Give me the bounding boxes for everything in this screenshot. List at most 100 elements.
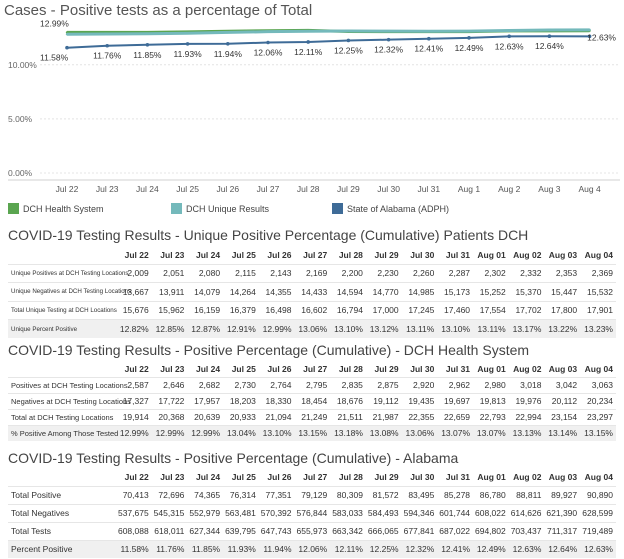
legend-label: State of Alabama (ADPH) bbox=[347, 203, 450, 214]
row-label: Negatives at DCH Testing Locations bbox=[8, 392, 131, 409]
data-point bbox=[65, 33, 69, 36]
data-label: 12.63% bbox=[587, 32, 616, 42]
table-cell: 14,079 bbox=[187, 282, 224, 301]
table-cell: 13.07% bbox=[437, 424, 474, 441]
column-header: Jul 27 bbox=[303, 250, 328, 261]
table-cell: 576,844 bbox=[294, 503, 331, 522]
data-point bbox=[185, 42, 190, 46]
table-cell: 11.58% bbox=[116, 539, 152, 558]
table-cell: 20,234 bbox=[580, 392, 616, 409]
series-line-2 bbox=[66, 35, 590, 49]
table-cell: 14,985 bbox=[401, 282, 438, 301]
table-cell: 70,413 bbox=[116, 485, 152, 504]
table-cell: 2,875 bbox=[365, 376, 402, 393]
table-cell: 77,351 bbox=[258, 485, 295, 504]
column-header: Jul 27 bbox=[303, 363, 328, 374]
table-cell: 13.17% bbox=[508, 319, 545, 338]
header-blank bbox=[8, 469, 116, 486]
table-cell: 3,018 bbox=[508, 376, 545, 393]
table-cell: 2,051 bbox=[151, 263, 188, 283]
table-cell: 80,309 bbox=[330, 485, 366, 504]
data-point bbox=[508, 29, 511, 32]
column-header: Jul 31 bbox=[445, 472, 471, 483]
table-cell: 15,173 bbox=[437, 282, 474, 301]
x-tick-label: Jul 30 bbox=[377, 184, 400, 194]
legend-item-dch-health-system[interactable]: DCH Health System bbox=[8, 203, 104, 214]
column-header: Jul 24 bbox=[196, 472, 221, 483]
table-cell: 2,287 bbox=[437, 263, 474, 283]
row-label: Total Tests bbox=[8, 521, 116, 540]
table-cell: 3,042 bbox=[544, 376, 581, 393]
x-tick-label: Jul 28 bbox=[297, 184, 320, 194]
x-tick-label: Jul 23 bbox=[96, 184, 119, 194]
column-header: Jul 26 bbox=[267, 472, 292, 483]
column-header: Jul 24 bbox=[196, 363, 221, 374]
table-cell: 13.14% bbox=[544, 424, 581, 441]
table-cell: 88,811 bbox=[508, 485, 545, 504]
table-cell: 13.13% bbox=[508, 424, 545, 441]
data-point bbox=[306, 40, 311, 44]
table-cell: 13.04% bbox=[223, 424, 259, 441]
table-cell: 12.99% bbox=[258, 319, 295, 338]
table-cell: 17,554 bbox=[473, 300, 509, 320]
table-cell: 14,355 bbox=[258, 282, 295, 301]
table-cell: 21,249 bbox=[294, 408, 331, 425]
row-label: Total at DCH Testing Locations bbox=[8, 408, 116, 425]
table-cell: 2,764 bbox=[258, 376, 295, 393]
table-cell: 2,169 bbox=[294, 263, 331, 283]
legend-swatch-state-of-alabama bbox=[332, 203, 343, 214]
table-cell: 12.85% bbox=[151, 319, 188, 338]
y-tick-label: 0.00% bbox=[8, 168, 33, 178]
y-tick-label: 5.00% bbox=[8, 114, 33, 124]
table-cell: 2,302 bbox=[473, 263, 509, 283]
table-cell: 22,659 bbox=[437, 408, 474, 425]
data-point bbox=[588, 28, 591, 32]
row-label: Percent Positive bbox=[8, 539, 116, 558]
data-point bbox=[65, 45, 69, 50]
data-point bbox=[186, 32, 189, 35]
table-header-row: Jul 22 Jul 23 Jul 24 Jul 25 Jul 26 Jul 27 Jul … bbox=[8, 361, 616, 377]
table-cell: 639,795 bbox=[223, 521, 259, 540]
table-alabama: Jul 22 Jul 23 Jul 24 Jul 25 Jul 26 Jul 27 Jul … bbox=[8, 469, 616, 558]
x-tick-label: Jul 31 bbox=[417, 184, 440, 194]
table-cell: 2,980 bbox=[473, 376, 509, 393]
table-cell: 17,957 bbox=[187, 392, 224, 409]
table-cell: 719,489 bbox=[580, 521, 616, 540]
table-cell: 12.91% bbox=[223, 319, 259, 338]
table-cell: 601,744 bbox=[437, 503, 474, 522]
table-row: Total Unique Testing at DCH Locations 15,… bbox=[8, 300, 616, 320]
x-tick-label: Jul 25 bbox=[176, 184, 199, 194]
data-point bbox=[266, 40, 270, 45]
table-cell: 2,115 bbox=[223, 263, 259, 283]
column-header: Jul 25 bbox=[231, 250, 256, 261]
table-cell: 20,933 bbox=[223, 408, 259, 425]
table-row: Total at DCH Testing Locations 19,914 20,3… bbox=[8, 408, 616, 425]
column-header: Aug 03 bbox=[548, 363, 578, 374]
table-cell: 2,835 bbox=[330, 376, 366, 393]
column-header: Jul 22 bbox=[124, 363, 149, 374]
table-cell: 18,203 bbox=[223, 392, 259, 409]
table-cell: 17,000 bbox=[365, 300, 402, 320]
column-header: Aug 01 bbox=[477, 250, 506, 261]
table-row: Total Positive 70,413 72,696 74,365 76,314 77… bbox=[8, 485, 616, 504]
table-cell: 83,495 bbox=[401, 485, 438, 504]
table-cell: 15,370 bbox=[508, 282, 545, 301]
column-header: Jul 27 bbox=[303, 472, 328, 483]
table-header-row: Jul 22 Jul 23 Jul 24 Jul 25 Jul 26 Jul 27 Jul … bbox=[8, 469, 616, 486]
row-label: Unique Positives at DCH Testing Location… bbox=[8, 263, 129, 283]
y-tick-label: 10.00% bbox=[8, 60, 37, 70]
table-cell: 13.15% bbox=[294, 424, 331, 441]
table-cell: 647,743 bbox=[258, 521, 295, 540]
table-cell: 13.22% bbox=[544, 319, 581, 338]
row-label: Unique Negatives at DCH Testing Location… bbox=[8, 282, 131, 301]
table-cell: 15,252 bbox=[473, 282, 509, 301]
column-header: Aug 02 bbox=[513, 472, 542, 483]
legend-item-state-of-alabama[interactable]: State of Alabama (ADPH) bbox=[332, 203, 449, 214]
data-point bbox=[346, 38, 351, 43]
table-cell: 21,987 bbox=[365, 408, 402, 425]
data-point bbox=[226, 31, 229, 34]
table-cell: 12.06% bbox=[294, 539, 331, 558]
legend-item-dch-unique-results[interactable]: DCH Unique Results bbox=[171, 203, 269, 214]
table-cell: 11.94% bbox=[258, 539, 295, 558]
column-header: Jul 25 bbox=[231, 472, 256, 483]
